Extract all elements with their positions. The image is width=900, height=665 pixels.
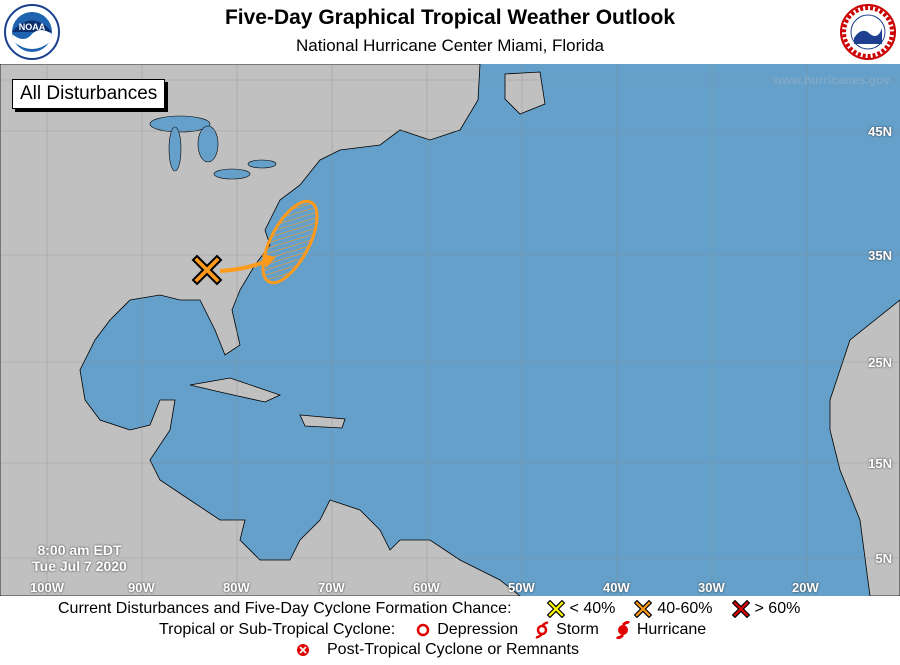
lat-label: 15N: [868, 456, 892, 471]
lat-label: 45N: [868, 124, 892, 139]
svg-text:NOAA: NOAA: [19, 22, 46, 32]
page-title: Five-Day Graphical Tropical Weather Outl…: [224, 6, 676, 29]
cuba: [189, 377, 282, 403]
legend-low: < 40%: [569, 600, 616, 617]
graticule: [0, 64, 900, 596]
legend-high: > 60%: [754, 600, 801, 617]
formation-area[interactable]: [252, 193, 328, 290]
page-subtitle: National Hurricane Center Miami, Florida: [295, 36, 604, 55]
yellow-x-icon: [546, 600, 565, 618]
lon-label: 70W: [318, 580, 345, 595]
disturbance-1[interactable]: [191, 193, 328, 290]
lon-label: 100W: [30, 580, 64, 595]
lon-label: 90W: [128, 580, 155, 595]
lat-label: 5N: [875, 551, 892, 566]
africa: [829, 299, 900, 596]
website-label: www.hurricanes.gov: [773, 73, 890, 87]
legend-row1-label: Current Disturbances and Five-Day Cyclon…: [58, 600, 512, 617]
time-text: 8:00 am EDT: [37, 542, 122, 558]
outlook-map: [0, 64, 900, 596]
lon-label: 60W: [413, 580, 440, 595]
noaa-logo: NOAA: [4, 4, 60, 60]
newfoundland: [504, 71, 546, 115]
legend-row2-label: Tropical or Sub-Tropical Cyclone:: [159, 621, 396, 638]
date-text: Tue Jul 7 2020: [32, 558, 127, 574]
orange-x-icon: [634, 600, 653, 618]
lat-label: 35N: [868, 248, 892, 263]
legend-post-tropical: Post-Tropical Cyclone or Remnants: [327, 641, 579, 658]
header: NOAA Five-Day Graphical Tropical Weather…: [0, 0, 900, 64]
all-disturbances-label: All Disturbances: [12, 79, 166, 109]
depression-icon: [416, 623, 430, 637]
lon-label: 80W: [223, 580, 250, 595]
great-lakes: [149, 115, 277, 180]
legend-medium: 40-60%: [657, 600, 713, 617]
lon-label: 50W: [508, 580, 535, 595]
lon-label: 40W: [603, 580, 630, 595]
lat-label: 25N: [868, 355, 892, 370]
post-tropical-icon: [297, 644, 309, 656]
issue-time: 8:00 am EDT Tue Jul 7 2020: [22, 542, 137, 574]
lon-label: 20W: [792, 580, 819, 595]
legend-depression: Depression: [437, 621, 519, 638]
lon-label: 30W: [698, 580, 725, 595]
hurricane-icon: [615, 621, 630, 639]
storm-icon: [535, 621, 549, 639]
legend-storm: Storm: [556, 621, 599, 638]
red-x-icon: [731, 600, 750, 618]
orange-x-icon[interactable]: [191, 254, 223, 286]
arrow-head-icon: [262, 254, 276, 268]
legend-hurricane: Hurricane: [636, 621, 707, 638]
hispaniola: [299, 414, 346, 429]
nws-logo: [840, 4, 896, 60]
